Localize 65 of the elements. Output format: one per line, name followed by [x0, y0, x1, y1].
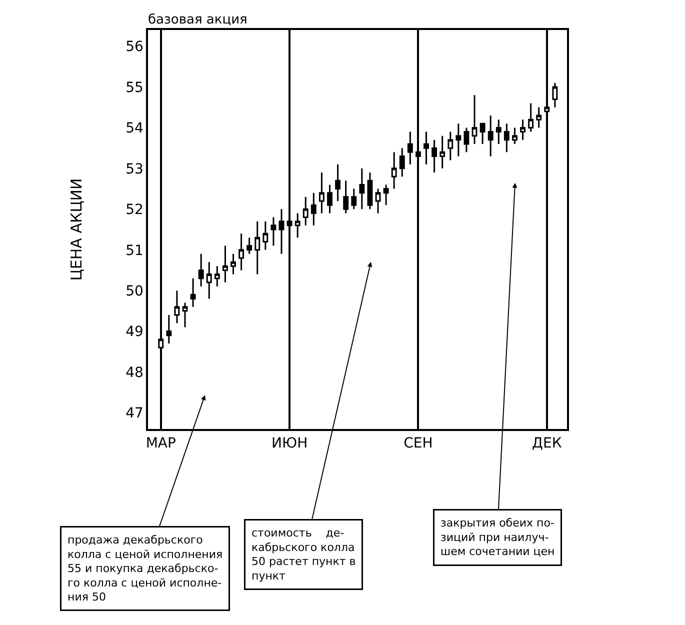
candlestick: [536, 106, 542, 128]
candlestick: [383, 184, 389, 206]
candlestick: [278, 208, 284, 255]
y-tick-label: 56: [126, 39, 144, 56]
y-tick-label: 55: [126, 80, 144, 96]
candlestick: [351, 188, 357, 210]
chart-title: базовая акция: [148, 12, 248, 28]
candlestick: [448, 131, 454, 162]
candlestick: [270, 216, 276, 247]
candlestick: [480, 122, 486, 145]
x-tick-label: ИЮН: [271, 436, 308, 452]
candlestick: [198, 253, 204, 288]
candlestick: [246, 236, 252, 255]
candlestick: [472, 94, 478, 145]
candlestick: [335, 164, 341, 202]
candlestick: [206, 261, 212, 300]
candlestick: [310, 192, 316, 226]
candlestick: [262, 220, 268, 251]
candlestick: [528, 102, 534, 133]
candlestick: [464, 126, 470, 153]
candlestick: [238, 232, 244, 271]
candlestick: [456, 122, 462, 157]
x-tick-label: ДЕК: [532, 436, 562, 452]
candlestick: [424, 131, 429, 166]
y-tick-label: 51: [126, 242, 144, 259]
x-tick-label: МАР: [146, 436, 176, 452]
y-tick-label: 52: [126, 202, 144, 218]
candlestick: [496, 118, 502, 145]
candlestick: [520, 118, 526, 141]
candlestick: [504, 122, 510, 153]
y-axis-title: ЦЕНА АКЦИИ: [67, 178, 86, 281]
candlestick: [375, 188, 381, 214]
candlestick: [552, 82, 558, 108]
candlestick: [391, 151, 397, 190]
candlestick: [512, 126, 518, 145]
candlestick: [343, 180, 349, 214]
candlestick: [182, 302, 188, 328]
candlestick: [214, 265, 220, 288]
text: продажа декабрьского колла с ценой исполнения 55 и покупка декабрьско- го колла с ценой исполне- ния 50: [68, 534, 223, 604]
candlestick: [359, 168, 365, 210]
candlestick: [174, 290, 180, 324]
candlestick: [399, 147, 405, 178]
y-tick-label: 49: [126, 324, 144, 340]
y-tick-label: 54: [126, 120, 144, 137]
y-tick-label: 47: [126, 406, 144, 422]
candlestick: [302, 196, 308, 226]
candlestick: [230, 253, 236, 276]
text: стоимость де- кабрьского колла 50 растет пункт в пункт: [252, 526, 356, 582]
y-tick-label: 50: [126, 283, 144, 300]
candlestick: [190, 278, 196, 308]
candlestick: [318, 172, 324, 214]
y-tick-label: 48: [126, 364, 144, 381]
candlestick: [407, 131, 413, 166]
candlestick: [432, 139, 438, 174]
candlestick: [254, 220, 260, 276]
candlestick: [294, 212, 300, 238]
candlestick: [222, 245, 228, 284]
x-tick-label: СЕН: [404, 436, 433, 452]
candlestick: [367, 172, 373, 210]
y-tick-label: 53: [126, 161, 144, 178]
candlestick: [327, 184, 332, 214]
candlestick: [440, 135, 446, 170]
text: закрытия обеих по- зиций при наилуч- шем сочетании цен: [440, 516, 555, 558]
candlestick: [166, 314, 172, 344]
candlestick: [488, 114, 494, 157]
